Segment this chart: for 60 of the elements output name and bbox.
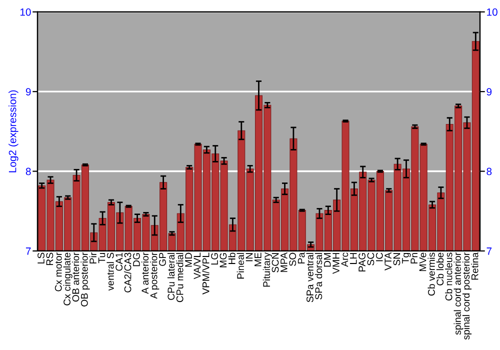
- x-tick-label: Pn: [410, 252, 418, 264]
- x-tick-label: Pituitary: [262, 252, 272, 287]
- x-tick-label: Hb: [228, 252, 236, 264]
- x-tick-label: RS: [46, 252, 54, 266]
- x-tick-label: A anterior: [141, 252, 149, 294]
- x-tick-label: IN: [246, 253, 253, 262]
- x-tick-label: Retina: [471, 252, 478, 280]
- x-tick-label: Tg: [402, 252, 411, 264]
- x-tick-label: Cb lobe: [436, 252, 444, 286]
- x-tick-label: CA1: [116, 252, 123, 271]
- x-tick-label: IC: [376, 252, 383, 262]
- x-tick-label: SN: [393, 253, 400, 266]
- x-tick-label: MVe: [419, 252, 426, 271]
- x-tick-label: VA/VL: [193, 252, 201, 280]
- x-tick-label: Tu: [98, 252, 106, 264]
- x-tick-label: VPM/VPL: [202, 252, 210, 294]
- x-tick-label: CPu lateral: [167, 252, 175, 300]
- y-tick-label: 9: [26, 88, 31, 96]
- x-tick-label: A posterior: [150, 252, 160, 299]
- x-tick-label: SC: [367, 252, 374, 266]
- x-tick-label: Pa: [298, 252, 305, 264]
- x-tick-label: VTA: [384, 252, 392, 270]
- x-tick-label: spinal cord anterior: [454, 252, 463, 335]
- x-tick-label: Pir: [89, 252, 96, 264]
- x-tick-label: Cb nucleus: [445, 252, 452, 300]
- x-tick-label: Cx cingulate: [63, 252, 72, 306]
- x-tick-label: DG: [133, 253, 140, 266]
- x-tick-label: PAG: [358, 253, 366, 272]
- x-tick-label: SCN: [272, 253, 279, 272]
- x-tick-label: LG: [211, 253, 218, 265]
- y2-tick-label: 8: [486, 168, 492, 176]
- x-tick-label: SPa dorsal: [314, 252, 322, 300]
- x-tick-label: Cb vermis: [428, 252, 435, 296]
- x-tick-label: DM: [324, 253, 331, 267]
- x-tick-label: MG: [220, 253, 227, 268]
- x-tick-label: spinal cord posterior: [462, 252, 472, 340]
- x-tick-label: LH: [350, 253, 357, 264]
- x-tick-label: Pineal: [236, 252, 244, 279]
- x-tick-label: MD: [185, 252, 192, 267]
- x-tick-label: GP: [159, 252, 166, 266]
- x-tick-label: OB posterior: [80, 252, 90, 306]
- x-tick-label: CPu medial: [176, 252, 184, 302]
- x-tick-label: OB anterior: [72, 252, 80, 302]
- y-tick-label: 8: [26, 168, 31, 176]
- y-tick-label: 10: [20, 8, 31, 16]
- x-tick-label: VMH: [332, 253, 340, 274]
- y2-tick-label: 9: [486, 88, 492, 96]
- x-tick-label: SO: [289, 252, 296, 266]
- y2-tick-label: 7: [486, 248, 492, 255]
- x-tick-label: LS: [38, 252, 44, 264]
- x-tick-label: ventral S: [106, 252, 114, 291]
- x-tick-label: CA2/CA3: [124, 252, 132, 292]
- x-tick-label: Arc: [341, 252, 348, 267]
- x-tick-label: SPa ventral: [306, 252, 314, 302]
- x-tick-label: Cx motor: [54, 252, 62, 292]
- y2-tick-label: 10: [487, 8, 498, 16]
- y-axis-title: Log2 (expression): [8, 90, 18, 172]
- x-tick-label: ME: [254, 252, 262, 266]
- x-tick-label: MPA: [280, 252, 288, 272]
- y-tick-label: 7: [26, 248, 31, 255]
